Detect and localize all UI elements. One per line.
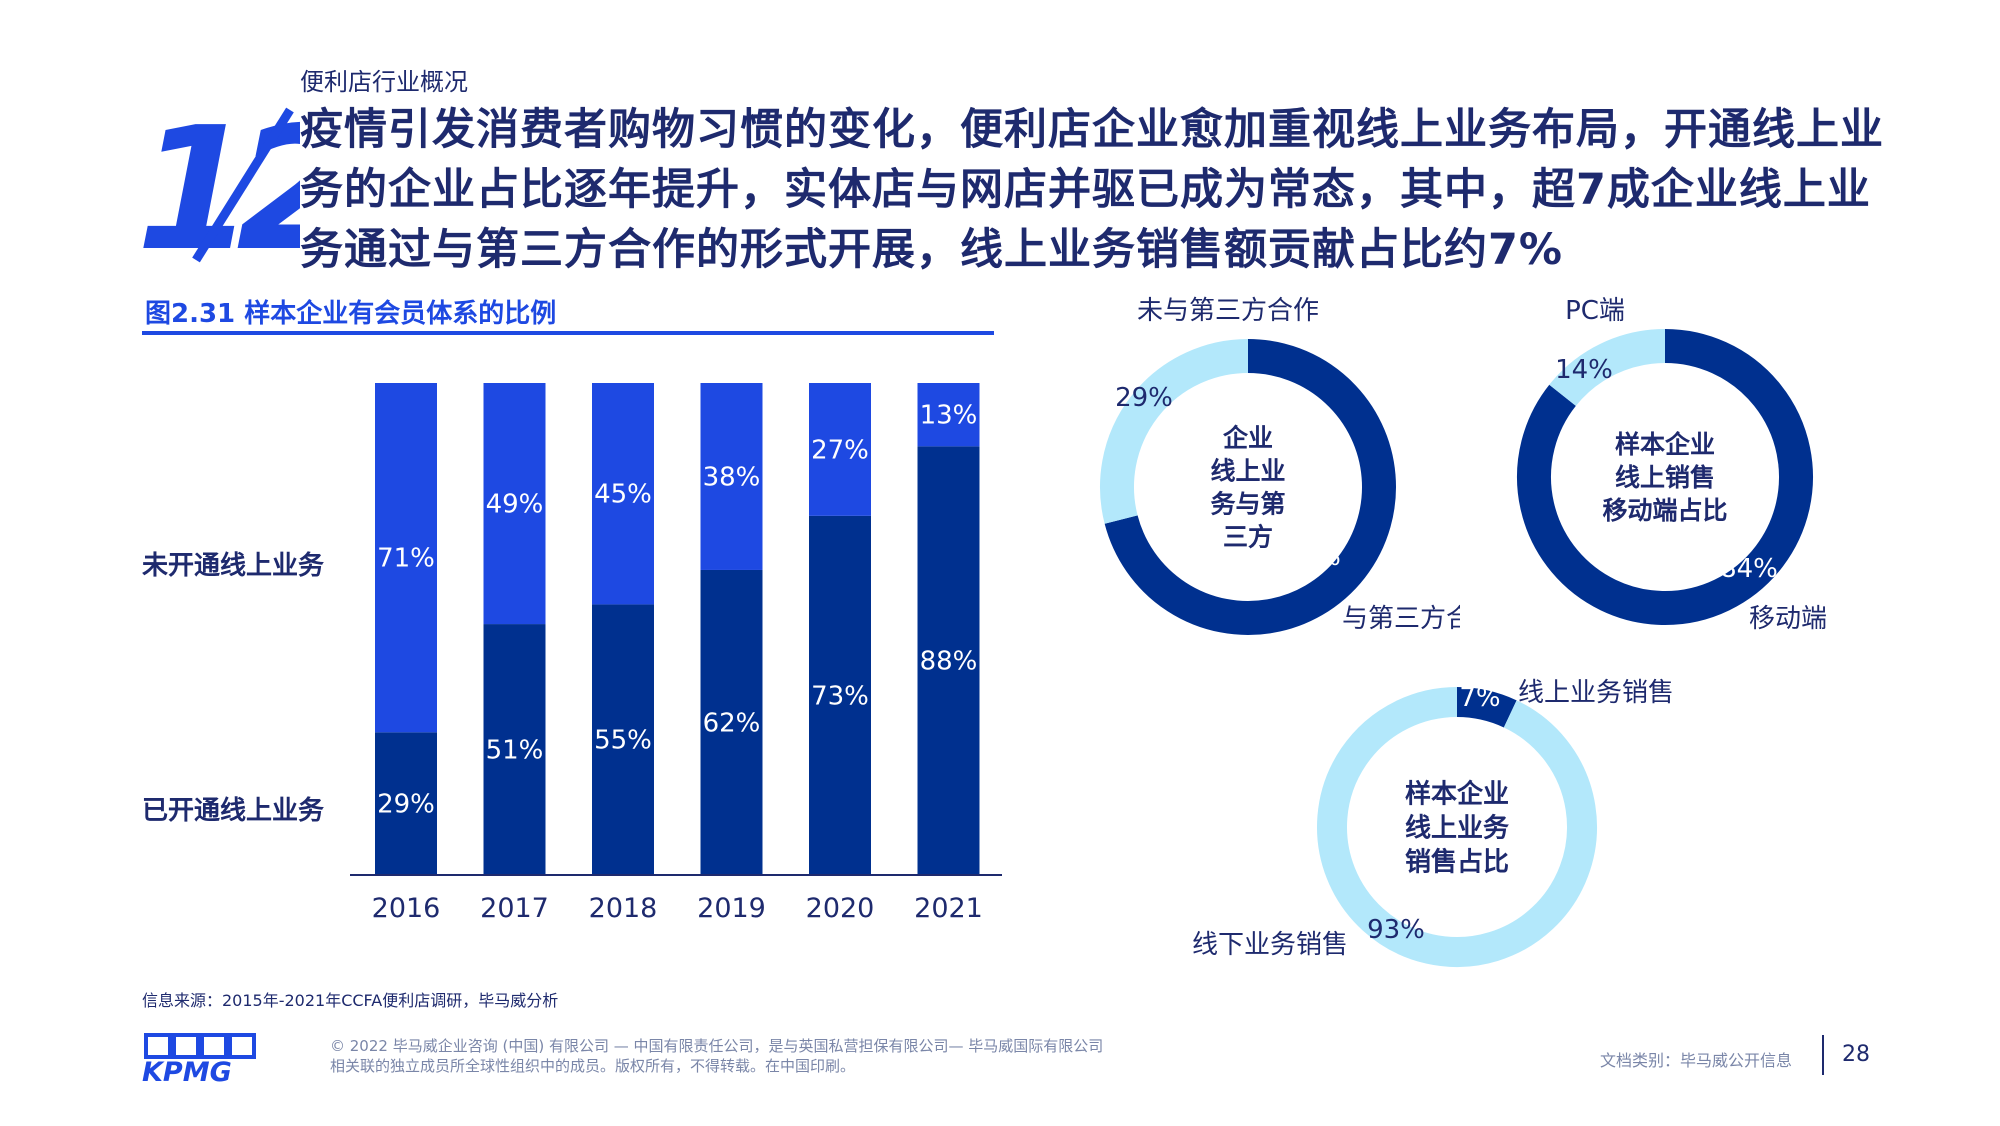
label-not-online-2016: 71% bbox=[377, 544, 435, 574]
label-online-2020: 73% bbox=[811, 681, 869, 711]
slice-0 bbox=[1104, 339, 1396, 635]
slice-1 bbox=[1100, 339, 1249, 524]
slice-label-1: 14% bbox=[1555, 355, 1613, 385]
headline: 疫情引发消费者购物习惯的变化，便利店企业愈加重视线上业务布局，开通线上业务的企业… bbox=[300, 105, 1884, 275]
center-label-line-1: 线上业 bbox=[1210, 457, 1285, 486]
footer-separator bbox=[1822, 1035, 1824, 1075]
bar-not-online-2016 bbox=[375, 383, 437, 733]
legal-line-1: © 2022 毕马威企业咨询 (中国) 有限公司 — 中国有限责任公司，是与英国… bbox=[330, 1037, 1104, 1055]
section-number-graphic: 12 bbox=[140, 91, 300, 270]
slice-name-0: 与第三方合作 bbox=[1342, 604, 1460, 634]
legend-label-not-online: 未开通线上业务 bbox=[142, 551, 325, 581]
x-tick-2020: 2020 bbox=[806, 893, 875, 924]
bar-online-2018 bbox=[592, 604, 654, 875]
center-label-line-0: 样本企业 bbox=[1615, 430, 1715, 459]
center-label-line-1: 线上业务 bbox=[1405, 813, 1509, 843]
bar-not-online-2021 bbox=[917, 383, 980, 447]
slice-0 bbox=[1517, 329, 1813, 625]
label-not-online-2020: 27% bbox=[811, 435, 869, 465]
bar-online-2021 bbox=[917, 446, 980, 875]
legend-label-online: 已开通线上业务 bbox=[142, 796, 325, 826]
label-online-2017: 51% bbox=[486, 736, 544, 766]
bar-online-2020 bbox=[809, 515, 871, 875]
page-number: 28 bbox=[1842, 1042, 1870, 1067]
chart-title: 图2.31 样本企业有会员体系的比例 bbox=[145, 299, 557, 329]
kpmg-logo: KPMG bbox=[142, 1033, 256, 1083]
slice-label-1: 93% bbox=[1367, 915, 1425, 945]
bar-not-online-2017 bbox=[483, 383, 546, 625]
document-type: 文档类别：毕马威公开信息 bbox=[1600, 1051, 1793, 1070]
label-not-online-2021: 13% bbox=[920, 401, 978, 431]
x-tick-2018: 2018 bbox=[589, 893, 658, 924]
slice-label-0: 7% bbox=[1459, 683, 1500, 713]
x-tick-2017: 2017 bbox=[480, 893, 549, 924]
slice-label-1: 29% bbox=[1115, 383, 1173, 413]
slice-1 bbox=[1549, 329, 1666, 407]
chart-title-rule bbox=[142, 331, 994, 335]
section-label: 便利店行业概况 bbox=[300, 68, 468, 96]
bar-online-2019 bbox=[700, 569, 763, 875]
bar-not-online-2019 bbox=[700, 383, 763, 570]
x-tick-2019: 2019 bbox=[697, 893, 766, 924]
center-label-line-3: 三方 bbox=[1223, 523, 1273, 552]
x-tick-2021: 2021 bbox=[914, 893, 983, 924]
slice-name-1: 线下业务销售 bbox=[1192, 930, 1348, 960]
legal-notice: © 2022 毕马威企业咨询 (中国) 有限公司 — 中国有限责任公司，是与英国… bbox=[330, 1036, 1103, 1076]
bar-not-online-2018 bbox=[592, 383, 654, 605]
label-not-online-2018: 45% bbox=[594, 480, 652, 510]
section-number: 12 bbox=[140, 91, 300, 270]
section-slash bbox=[192, 107, 294, 263]
slice-label-0: 84% bbox=[1720, 554, 1778, 584]
slice-name-0: 线上业务销售 bbox=[1518, 678, 1674, 708]
center-label-line-1: 线上销售 bbox=[1615, 463, 1715, 492]
x-tick-2016: 2016 bbox=[372, 893, 441, 924]
slice-1 bbox=[1317, 687, 1597, 967]
label-online-2021: 88% bbox=[920, 647, 978, 677]
slice-name-1: PC端 bbox=[1565, 296, 1625, 326]
label-not-online-2017: 49% bbox=[486, 490, 544, 520]
center-label-line-0: 样本企业 bbox=[1405, 778, 1509, 809]
center-label-line-2: 务与第 bbox=[1210, 490, 1285, 519]
label-online-2019: 62% bbox=[703, 708, 761, 738]
label-online-2018: 55% bbox=[594, 726, 652, 756]
stacked-bar-chart: 29% 71% 2016 51% 49% 2017 55% 45% 2018 62% 38% 2019… bbox=[350, 383, 1002, 924]
center-label-line-2: 移动端占比 bbox=[1602, 496, 1727, 525]
slice-label-0: 71% bbox=[1283, 542, 1341, 572]
legal-line-2: 相关联的独立成员所全球性组织中的成员。版权所有，不得转载。在中国印刷。 bbox=[330, 1057, 856, 1075]
slice-name-1: 未与第三方合作 bbox=[1137, 296, 1319, 326]
bar-online-2017 bbox=[483, 624, 546, 875]
center-label-line-0: 企业 bbox=[1223, 424, 1273, 453]
bar-online-2016 bbox=[375, 732, 437, 875]
center-label-line-2: 销售占比 bbox=[1405, 846, 1509, 877]
kpmg-wordmark: KPMG bbox=[142, 1057, 232, 1083]
source-note: 信息来源：2015年-2021年CCFA便利店调研，毕马威分析 bbox=[142, 991, 559, 1010]
slice-0 bbox=[1456, 687, 1517, 728]
bar-not-online-2020 bbox=[809, 383, 871, 516]
label-not-online-2019: 38% bbox=[703, 462, 761, 492]
label-online-2016: 29% bbox=[377, 790, 435, 820]
slice-name-0: 移动端 bbox=[1749, 604, 1827, 634]
